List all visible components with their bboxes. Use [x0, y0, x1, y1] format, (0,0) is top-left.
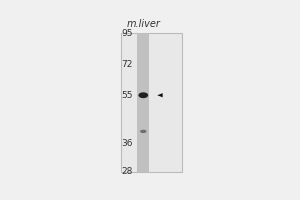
Ellipse shape	[140, 130, 146, 133]
Text: 28: 28	[122, 167, 133, 176]
Text: m.liver: m.liver	[126, 19, 160, 29]
Text: 55: 55	[121, 91, 133, 100]
Text: 36: 36	[121, 139, 133, 148]
Text: 95: 95	[121, 29, 133, 38]
Bar	[137, 33, 149, 172]
Polygon shape	[157, 93, 163, 97]
Text: 72: 72	[122, 60, 133, 69]
Bar	[121, 33, 182, 172]
Ellipse shape	[138, 92, 148, 98]
